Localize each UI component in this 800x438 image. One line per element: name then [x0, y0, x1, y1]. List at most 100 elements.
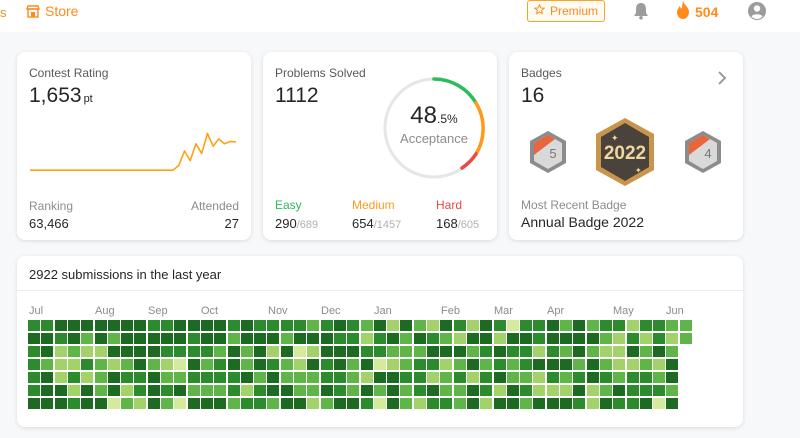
heatmap-cell[interactable]	[413, 359, 426, 370]
heatmap-cell[interactable]	[174, 359, 187, 370]
heatmap-cell[interactable]	[639, 385, 652, 396]
heatmap-cell[interactable]	[626, 385, 639, 396]
heatmap-cell[interactable]	[240, 359, 253, 370]
heatmap-cell[interactable]	[427, 359, 439, 370]
heatmap-cell[interactable]	[400, 398, 413, 409]
heatmap-cell[interactable]	[121, 372, 134, 383]
heatmap-cell[interactable]	[320, 333, 333, 344]
heatmap-cell[interactable]	[480, 385, 493, 396]
heatmap-cell[interactable]	[94, 372, 107, 383]
heatmap-cell[interactable]	[200, 346, 213, 357]
nav-store-link[interactable]: Store	[26, 3, 78, 19]
heatmap-cell[interactable]	[294, 359, 306, 370]
heatmap-cell[interactable]	[373, 385, 386, 396]
heatmap-cell[interactable]	[599, 333, 612, 344]
heatmap-cell[interactable]	[626, 372, 639, 383]
heatmap-cell[interactable]	[427, 398, 439, 409]
heatmap-cell[interactable]	[187, 398, 200, 409]
heatmap-cell[interactable]	[267, 372, 280, 383]
heatmap-cell[interactable]	[67, 359, 80, 370]
heatmap-cell[interactable]	[41, 320, 54, 331]
heatmap-cell[interactable]	[147, 398, 160, 409]
heatmap-cell[interactable]	[307, 385, 320, 396]
heatmap-cell[interactable]	[347, 372, 360, 383]
heatmap-cell[interactable]	[28, 346, 40, 357]
heatmap-cell[interactable]	[254, 346, 267, 357]
heatmap-cell[interactable]	[387, 346, 400, 357]
heatmap-cell[interactable]	[400, 359, 413, 370]
heatmap-cell[interactable]	[161, 320, 173, 331]
heatmap-cell[interactable]	[466, 398, 479, 409]
badge-annual-2022[interactable]: 2022 ✦ ✦	[593, 116, 657, 188]
heatmap-cell[interactable]	[466, 346, 479, 357]
heatmap-cell[interactable]	[666, 333, 679, 344]
heatmap-cell[interactable]	[28, 385, 40, 396]
heatmap-cell[interactable]	[107, 398, 120, 409]
heatmap-cell[interactable]	[307, 372, 320, 383]
heatmap-cell[interactable]	[147, 333, 160, 344]
heatmap-cell[interactable]	[466, 359, 479, 370]
heatmap-cell[interactable]	[440, 320, 453, 331]
heatmap-cell[interactable]	[107, 385, 120, 396]
heatmap-cell[interactable]	[333, 320, 346, 331]
heatmap-cell[interactable]	[626, 333, 639, 344]
heatmap-cell[interactable]	[533, 385, 546, 396]
heatmap-cell[interactable]	[174, 385, 187, 396]
heatmap-cell[interactable]	[427, 320, 439, 331]
heatmap-cell[interactable]	[187, 372, 200, 383]
heatmap-cell[interactable]	[294, 346, 306, 357]
heatmap-cell[interactable]	[227, 320, 240, 331]
heatmap-cell[interactable]	[453, 372, 466, 383]
heatmap-cell[interactable]	[413, 385, 426, 396]
heatmap-cell[interactable]	[333, 398, 346, 409]
heatmap-cell[interactable]	[453, 320, 466, 331]
heatmap-cell[interactable]	[453, 346, 466, 357]
heatmap-cell[interactable]	[560, 346, 572, 357]
heatmap-cell[interactable]	[653, 346, 666, 357]
heatmap-cell[interactable]	[506, 333, 519, 344]
heatmap-cell[interactable]	[653, 359, 666, 370]
heatmap-cell[interactable]	[453, 398, 466, 409]
heatmap-cell[interactable]	[267, 398, 280, 409]
heatmap-cell[interactable]	[520, 385, 533, 396]
heatmap-cell[interactable]	[41, 372, 54, 383]
heatmap-cell[interactable]	[214, 333, 227, 344]
heatmap-cell[interactable]	[107, 333, 120, 344]
heatmap-cell[interactable]	[639, 346, 652, 357]
heatmap-cell[interactable]	[506, 372, 519, 383]
heatmap-cell[interactable]	[240, 346, 253, 357]
heatmap-cell[interactable]	[493, 385, 506, 396]
heatmap-cell[interactable]	[560, 320, 572, 331]
heatmap-cell[interactable]	[626, 359, 639, 370]
heatmap-cell[interactable]	[413, 346, 426, 357]
heatmap-cell[interactable]	[28, 320, 40, 331]
heatmap-cell[interactable]	[267, 320, 280, 331]
heatmap-cell[interactable]	[227, 398, 240, 409]
heatmap-cell[interactable]	[400, 372, 413, 383]
heatmap-cell[interactable]	[347, 346, 360, 357]
heatmap-cell[interactable]	[161, 398, 173, 409]
heatmap-cell[interactable]	[653, 320, 666, 331]
heatmap-cell[interactable]	[599, 320, 612, 331]
heatmap-cell[interactable]	[214, 359, 227, 370]
heatmap-cell[interactable]	[573, 398, 586, 409]
heatmap-cell[interactable]	[520, 346, 533, 357]
heatmap-cell[interactable]	[613, 320, 626, 331]
heatmap-cell[interactable]	[347, 359, 360, 370]
heatmap-cell[interactable]	[586, 346, 599, 357]
heatmap-cell[interactable]	[400, 320, 413, 331]
heatmap-cell[interactable]	[333, 333, 346, 344]
heatmap-cell[interactable]	[81, 398, 94, 409]
heatmap-cell[interactable]	[360, 359, 373, 370]
heatmap-cell[interactable]	[360, 320, 373, 331]
heatmap-cell[interactable]	[280, 372, 293, 383]
heatmap-cell[interactable]	[200, 333, 213, 344]
heatmap-cell[interactable]	[599, 398, 612, 409]
heatmap-cell[interactable]	[413, 320, 426, 331]
heatmap-cell[interactable]	[147, 320, 160, 331]
heatmap-cell[interactable]	[413, 398, 426, 409]
heatmap-cell[interactable]	[54, 320, 67, 331]
heatmap-cell[interactable]	[639, 372, 652, 383]
badge-left[interactable]: 5	[527, 129, 569, 175]
heatmap-cell[interactable]	[81, 346, 94, 357]
